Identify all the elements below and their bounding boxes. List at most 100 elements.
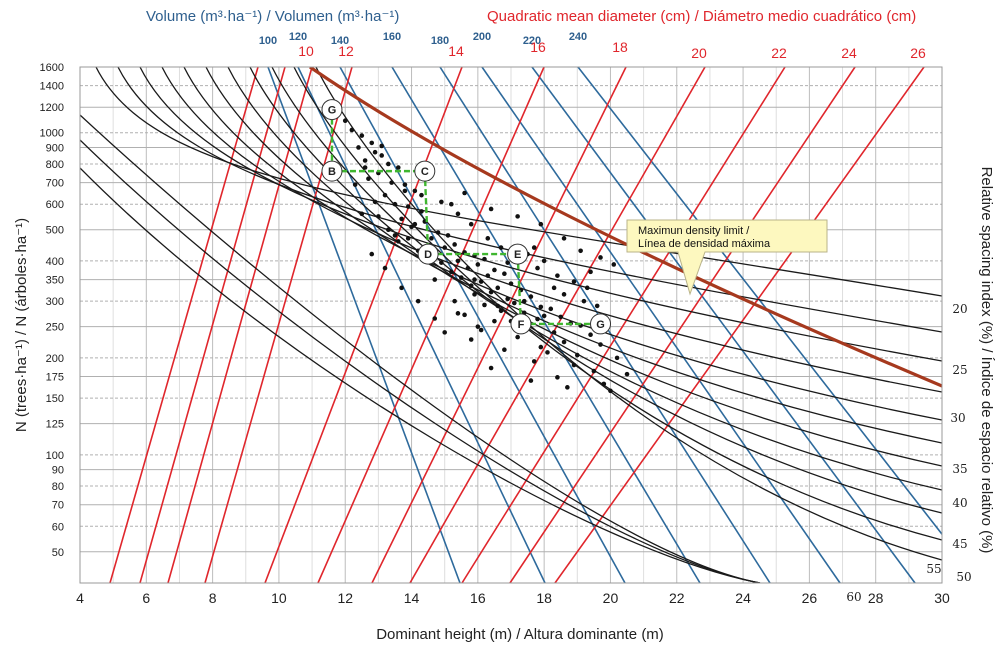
y-tick-label: 90 xyxy=(52,465,64,477)
rs-label: 40 xyxy=(952,496,967,510)
x-tick-label: 28 xyxy=(868,590,884,606)
rs-curve xyxy=(80,114,761,583)
scatter-point xyxy=(594,303,600,309)
scatter-point xyxy=(376,214,381,219)
volume-label: 240 xyxy=(569,31,587,43)
scatter-point xyxy=(614,355,620,361)
rs-curve xyxy=(227,67,942,467)
rs-label: 60 xyxy=(846,590,861,604)
rs-curve xyxy=(161,67,942,393)
scatter-point xyxy=(581,298,587,304)
scatter-point xyxy=(588,269,593,275)
scatter-point xyxy=(412,221,418,227)
y-tick-label: 50 xyxy=(52,547,64,559)
y-axis-title: N (trees·ha⁻¹) / N (árboles·ha⁻¹) xyxy=(13,218,30,432)
y-tick-label: 1600 xyxy=(40,62,64,74)
scatter-point xyxy=(575,352,580,358)
scatter-point xyxy=(571,362,577,368)
scatter-point xyxy=(608,388,613,394)
scatter-point xyxy=(389,180,394,185)
y-tick-label: 600 xyxy=(46,199,64,211)
scatter-point xyxy=(561,339,567,345)
scatter-point xyxy=(498,245,504,250)
dq-label: 16 xyxy=(530,39,546,55)
volume-label: 200 xyxy=(473,31,491,43)
y-tick-label: 800 xyxy=(46,159,64,171)
dq-label: 26 xyxy=(910,45,926,61)
y-tick-label: 1400 xyxy=(40,81,64,93)
scatter-point xyxy=(386,161,391,167)
scatter-point xyxy=(488,289,494,295)
scatter-point xyxy=(445,233,451,238)
scatter-point xyxy=(419,192,424,198)
scatter-point xyxy=(468,337,474,342)
scatter-point xyxy=(458,275,464,280)
dq-label: 24 xyxy=(841,45,857,61)
path-node xyxy=(414,160,436,182)
scatter-point xyxy=(382,192,388,198)
path-node-label: F xyxy=(518,319,525,331)
scatter-point xyxy=(521,298,527,304)
dq-isoline xyxy=(139,67,286,583)
rs-label: 25 xyxy=(952,363,967,377)
volume-isoline xyxy=(339,67,626,583)
scatter-point xyxy=(598,342,603,347)
scatter-point xyxy=(535,265,540,271)
scatter-point xyxy=(624,371,630,377)
scatter-point xyxy=(591,368,597,374)
scatter-point xyxy=(478,327,484,333)
dq-isoline xyxy=(509,67,856,583)
scatter-point xyxy=(452,298,457,304)
scatter-point xyxy=(429,236,434,241)
scatter-point xyxy=(455,211,461,217)
path-node-label: E xyxy=(514,249,521,261)
rs-curve xyxy=(80,139,761,583)
scatter-point xyxy=(372,199,378,205)
scatter-point xyxy=(415,298,421,304)
dq-label: 22 xyxy=(771,45,787,61)
scatter-point xyxy=(352,182,358,187)
isoline-labels: 100 120 140 160 180 200 220 240 10 12 14 16 18 20 22 24… xyxy=(259,31,972,604)
path-node-label: D xyxy=(424,249,432,261)
y-tick-label: 1000 xyxy=(40,128,64,140)
scatter-point xyxy=(512,300,517,306)
scatter-point xyxy=(588,332,593,338)
scatter-point xyxy=(369,140,375,146)
path-segment xyxy=(423,171,430,255)
scatter-point xyxy=(399,216,404,222)
path-node-label: G xyxy=(328,105,337,117)
x-axis-title: Dominant height (m) / Altura dominante (… xyxy=(376,626,664,643)
volume-label: 120 xyxy=(289,31,307,43)
y2-axis-title: Relative spacing index (%) / Índice de e… xyxy=(978,167,995,554)
rs-curve xyxy=(249,67,942,491)
scatter-point xyxy=(402,182,408,187)
scatter-point xyxy=(531,359,537,364)
y-tick-label: 700 xyxy=(46,178,64,190)
scatter-point xyxy=(392,233,398,238)
path-node-label: C xyxy=(421,166,429,178)
rs-curve xyxy=(293,67,942,541)
scatter-point xyxy=(601,381,607,387)
scatter-point xyxy=(362,158,368,163)
scatter-point xyxy=(452,242,457,247)
scatter-point xyxy=(472,292,477,297)
scatter-point xyxy=(409,224,414,230)
scatter-point xyxy=(555,375,560,380)
scatter-point xyxy=(561,236,567,241)
dq-label: 18 xyxy=(612,39,628,55)
x-tick-label: 20 xyxy=(603,590,619,606)
scatter-point xyxy=(439,199,444,205)
scatter-point xyxy=(492,318,497,324)
volume-label: 180 xyxy=(431,35,449,47)
scatter-point xyxy=(545,350,550,355)
rs-curve xyxy=(95,67,942,297)
rs-label: 30 xyxy=(950,411,965,425)
scatter-point xyxy=(548,306,554,312)
scatter-point xyxy=(395,239,401,244)
path-node-label: B xyxy=(328,166,336,178)
dq-isoline xyxy=(264,67,463,583)
dq-label: 14 xyxy=(448,43,464,59)
scatter-point xyxy=(366,176,371,181)
path-node-label: G xyxy=(596,319,605,331)
scatter-point xyxy=(535,316,540,322)
